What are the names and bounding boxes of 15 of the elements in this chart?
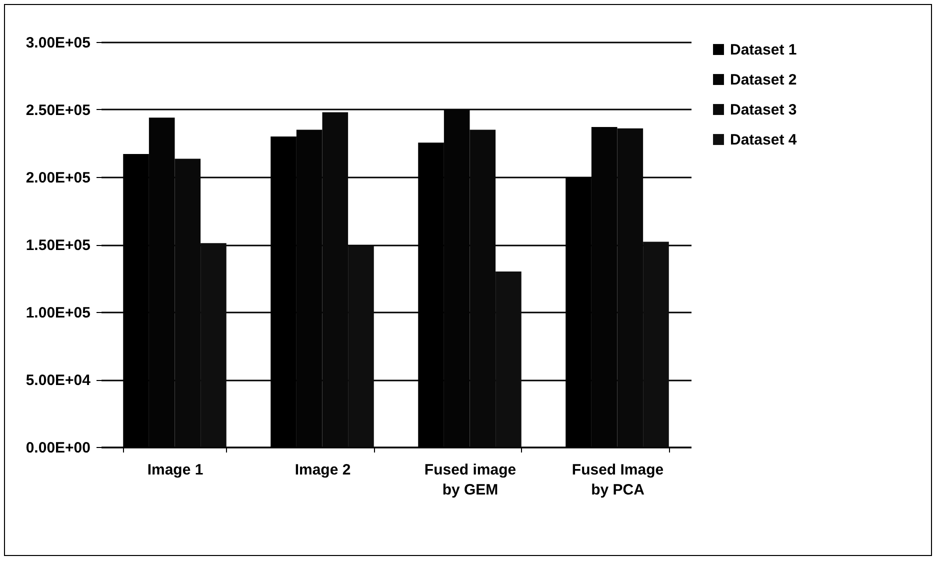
- y-tick-label: 3.00E+05: [26, 34, 90, 52]
- y-tick-label: 1.50E+05: [26, 237, 90, 254]
- legend-label: Dataset 1: [730, 42, 797, 58]
- legend-label: Dataset 2: [730, 72, 797, 88]
- y-tick-label: 0.00E+00: [26, 440, 90, 456]
- x-tick-label: Fused image by GEM: [424, 462, 516, 498]
- x-tick-label: Image 1: [147, 462, 204, 478]
- y-tick-label: 2.00E+05: [26, 170, 90, 186]
- y-tick-label: 1.00E+05: [26, 304, 90, 322]
- x-tick-label: Image 2: [294, 462, 351, 478]
- x-tick-label: Fused Image by PCA: [572, 462, 664, 498]
- legend-label: Dataset 3: [730, 102, 797, 118]
- legend-label: Dataset 4: [730, 132, 798, 148]
- y-tick-label: 5.00E+04: [26, 372, 92, 389]
- y-tick-label: 2.50E+05: [26, 102, 90, 119]
